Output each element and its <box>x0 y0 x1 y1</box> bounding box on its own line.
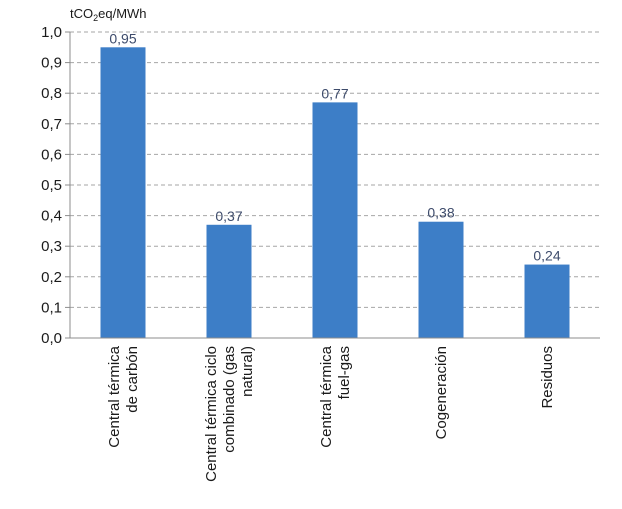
bars <box>100 47 570 339</box>
y-tick-label: 0,7 <box>41 116 62 133</box>
category-label: Cogeneración <box>433 346 450 439</box>
y-tick-label: 0,4 <box>41 208 62 225</box>
data-label: 0,24 <box>533 248 560 264</box>
y-tick-label: 0,1 <box>41 299 62 316</box>
category-label: Central térmica fuel-gas <box>318 345 353 447</box>
category-labels: Central térmica de carbón Central térmica … <box>106 345 556 482</box>
svg-text:Central térmica ciclo: Central térmica ciclo <box>203 346 220 482</box>
y-tick-label: 0,8 <box>41 85 62 102</box>
y-axis-unit-label: tCO2eq/MWh <box>70 6 147 23</box>
y-tick-label: 0,6 <box>41 146 62 163</box>
svg-text:combinado (gas: combinado (gas <box>221 346 238 453</box>
svg-text:Residuos: Residuos <box>539 346 556 409</box>
y-tick-label: 0,5 <box>41 177 62 194</box>
svg-text:Central térmica: Central térmica <box>106 345 123 447</box>
data-label: 0,38 <box>427 205 454 221</box>
y-tick-label: 0,9 <box>41 55 62 72</box>
gridlines <box>70 31 600 308</box>
data-labels: 0,95 0,37 0,77 0,38 0,24 <box>109 30 560 263</box>
bar <box>524 264 570 338</box>
category-label: Central térmica ciclo combinado (gas natur… <box>203 346 256 482</box>
data-label: 0,95 <box>109 30 136 46</box>
y-tick-label: 0,0 <box>41 330 62 347</box>
y-tick-label: 1,0 <box>41 24 62 41</box>
data-label: 0,37 <box>215 208 242 224</box>
svg-text:Cogeneración: Cogeneración <box>433 346 450 439</box>
bar <box>418 221 464 338</box>
svg-text:de carbón: de carbón <box>124 346 141 413</box>
category-label: Central térmica de carbón <box>106 345 141 447</box>
y-tick-label: 0,3 <box>41 238 62 255</box>
bar <box>206 224 252 338</box>
bar <box>100 47 146 339</box>
category-label: Residuos <box>539 346 556 409</box>
y-axis-ticks: 0,0 0,1 0,2 0,3 0,4 0,5 0,6 0,7 0,8 0,9 1,0 <box>41 24 70 347</box>
bar <box>312 102 358 338</box>
data-label: 0,77 <box>321 85 348 101</box>
svg-text:fuel-gas: fuel-gas <box>336 346 353 399</box>
svg-text:Central térmica: Central térmica <box>318 345 335 447</box>
y-tick-label: 0,2 <box>41 269 62 286</box>
svg-text:natural): natural) <box>239 346 256 397</box>
